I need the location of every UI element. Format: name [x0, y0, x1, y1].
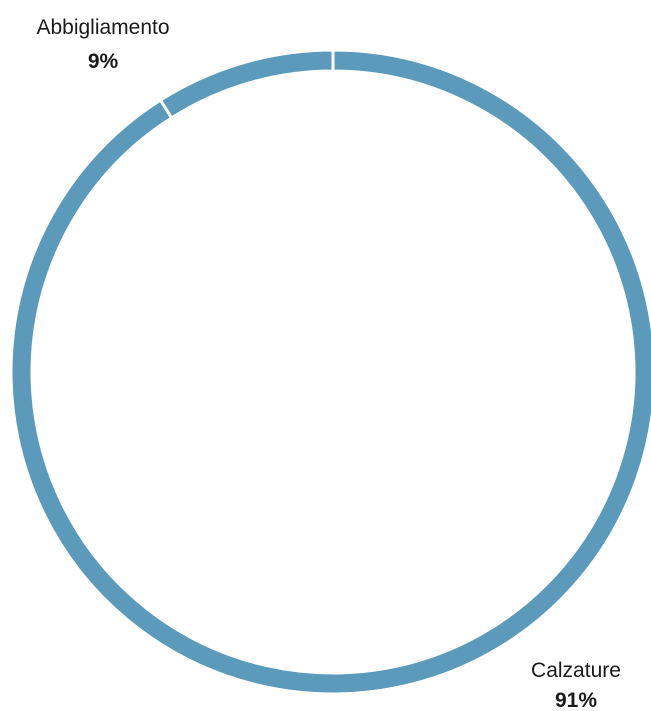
slice-label-calzature: Calzature — [531, 659, 621, 682]
slice-percent-calzature: 91% — [555, 689, 597, 711]
donut-slice-calzature — [9, 48, 651, 696]
slice-percent-abbigliamento: 9% — [88, 50, 119, 73]
slice-label-abbigliamento: Abbigliamento — [36, 16, 169, 39]
donut-slices — [9, 48, 651, 696]
donut-slice-abbigliamento — [158, 48, 335, 120]
